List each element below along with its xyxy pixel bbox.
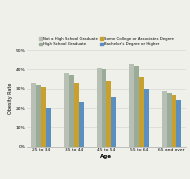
Bar [74,83,79,147]
Bar [36,85,41,147]
Bar [177,100,181,147]
Bar [106,81,111,147]
Bar [111,96,116,147]
Bar [79,102,84,147]
X-axis label: Age: Age [100,154,112,159]
Bar [64,73,69,147]
Bar [69,75,74,147]
Bar [46,108,51,147]
Bar [167,93,172,147]
Bar [144,89,149,147]
Bar [32,83,36,147]
Bar [97,67,101,147]
Legend: Not a High School Graduate, High School Graduate, Some College or Associates Deg: Not a High School Graduate, High School … [39,37,174,46]
Bar [172,95,177,147]
Bar [162,91,167,147]
Bar [101,69,106,147]
Bar [129,64,134,147]
Bar [41,87,46,147]
Y-axis label: Obesity Rate: Obesity Rate [8,83,13,114]
Bar [134,66,139,147]
Bar [139,77,144,147]
